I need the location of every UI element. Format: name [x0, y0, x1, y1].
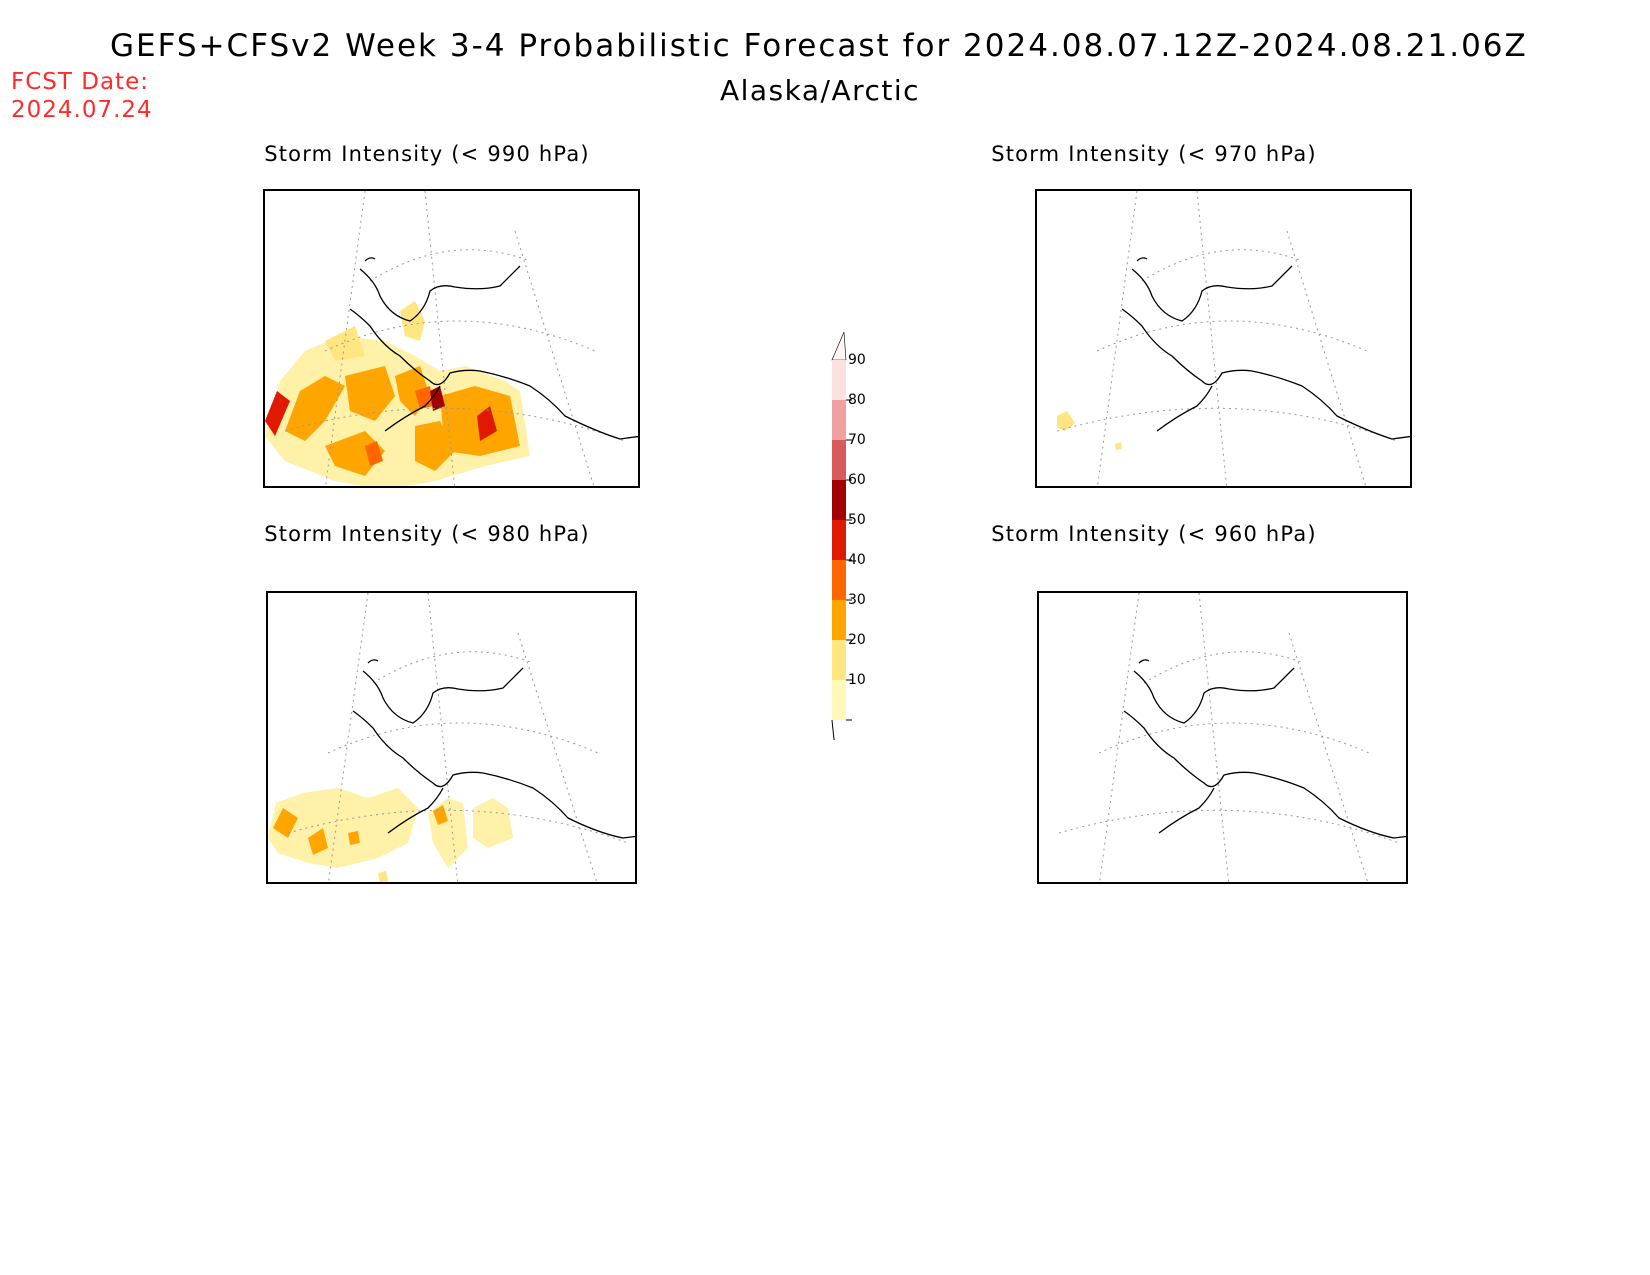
- panel-title-960: Storm Intensity (< 960 hPa): [991, 522, 1317, 546]
- colorbar-box-70: [832, 440, 846, 480]
- colorbar: [831, 331, 852, 740]
- graticule-970: [1056, 191, 1398, 486]
- colorbar-bottom-extension: [831, 719, 835, 740]
- map-panel-990: [263, 189, 640, 488]
- panel-title-990: Storm Intensity (< 990 hPa): [264, 142, 590, 166]
- colorbar-box-90: [832, 360, 846, 400]
- colorbar-label-90: 90: [848, 352, 866, 368]
- forecast-date-value: 2024.07.24: [11, 97, 153, 123]
- graticule-980: [287, 593, 629, 882]
- panel-title-970: Storm Intensity (< 970 hPa): [991, 142, 1317, 166]
- coastline-960: [1123, 659, 1406, 839]
- colorbar-box-30: [832, 600, 846, 640]
- coastline-970: [1121, 257, 1410, 440]
- colorbar-label-50: 50: [848, 512, 866, 528]
- probability-shading-970: [1057, 411, 1122, 450]
- colorbar-label-10: 10: [848, 672, 866, 688]
- figure-title: GEFS+CFSv2 Week 3-4 Probabilistic Foreca…: [110, 28, 1528, 64]
- map-980-svg: [268, 593, 635, 882]
- colorbar-label-60: 60: [848, 472, 866, 488]
- map-990-svg: [265, 191, 638, 486]
- map-960-svg: [1058, 593, 1406, 882]
- coastline-990: [349, 257, 638, 440]
- colorbar-box-50: [832, 520, 846, 560]
- colorbar-label-70: 70: [848, 432, 866, 448]
- colorbar-label-30: 30: [848, 592, 866, 608]
- map-panel-970: [1035, 189, 1412, 488]
- probability-shading-990: [265, 301, 530, 486]
- coastline-980: [352, 659, 635, 839]
- colorbar-label-80: 80: [848, 392, 866, 408]
- figure-subtitle: Alaska/Arctic: [719, 74, 921, 107]
- colorbar-box-80: [832, 400, 846, 440]
- graticule-990: [284, 191, 626, 486]
- colorbar-box-40: [832, 560, 846, 600]
- probability-shading-980: [268, 788, 513, 882]
- graticule-960: [1058, 593, 1400, 882]
- colorbar-label-40: 40: [848, 552, 866, 568]
- map-970-svg: [1056, 191, 1410, 486]
- colorbar-box-20: [832, 640, 846, 680]
- colorbar-box-60: [832, 480, 846, 520]
- colorbar-top-extension: [831, 331, 847, 361]
- map-panel-980: [266, 591, 637, 884]
- panel-title-980: Storm Intensity (< 980 hPa): [264, 522, 590, 546]
- forecast-date-label: FCST Date:: [11, 69, 149, 95]
- map-panel-960: [1037, 591, 1408, 884]
- colorbar-box-10: [832, 680, 846, 720]
- forecast-date-block: FCST Date: 2024.07.24: [11, 68, 153, 124]
- colorbar-label-20: 20: [848, 632, 866, 648]
